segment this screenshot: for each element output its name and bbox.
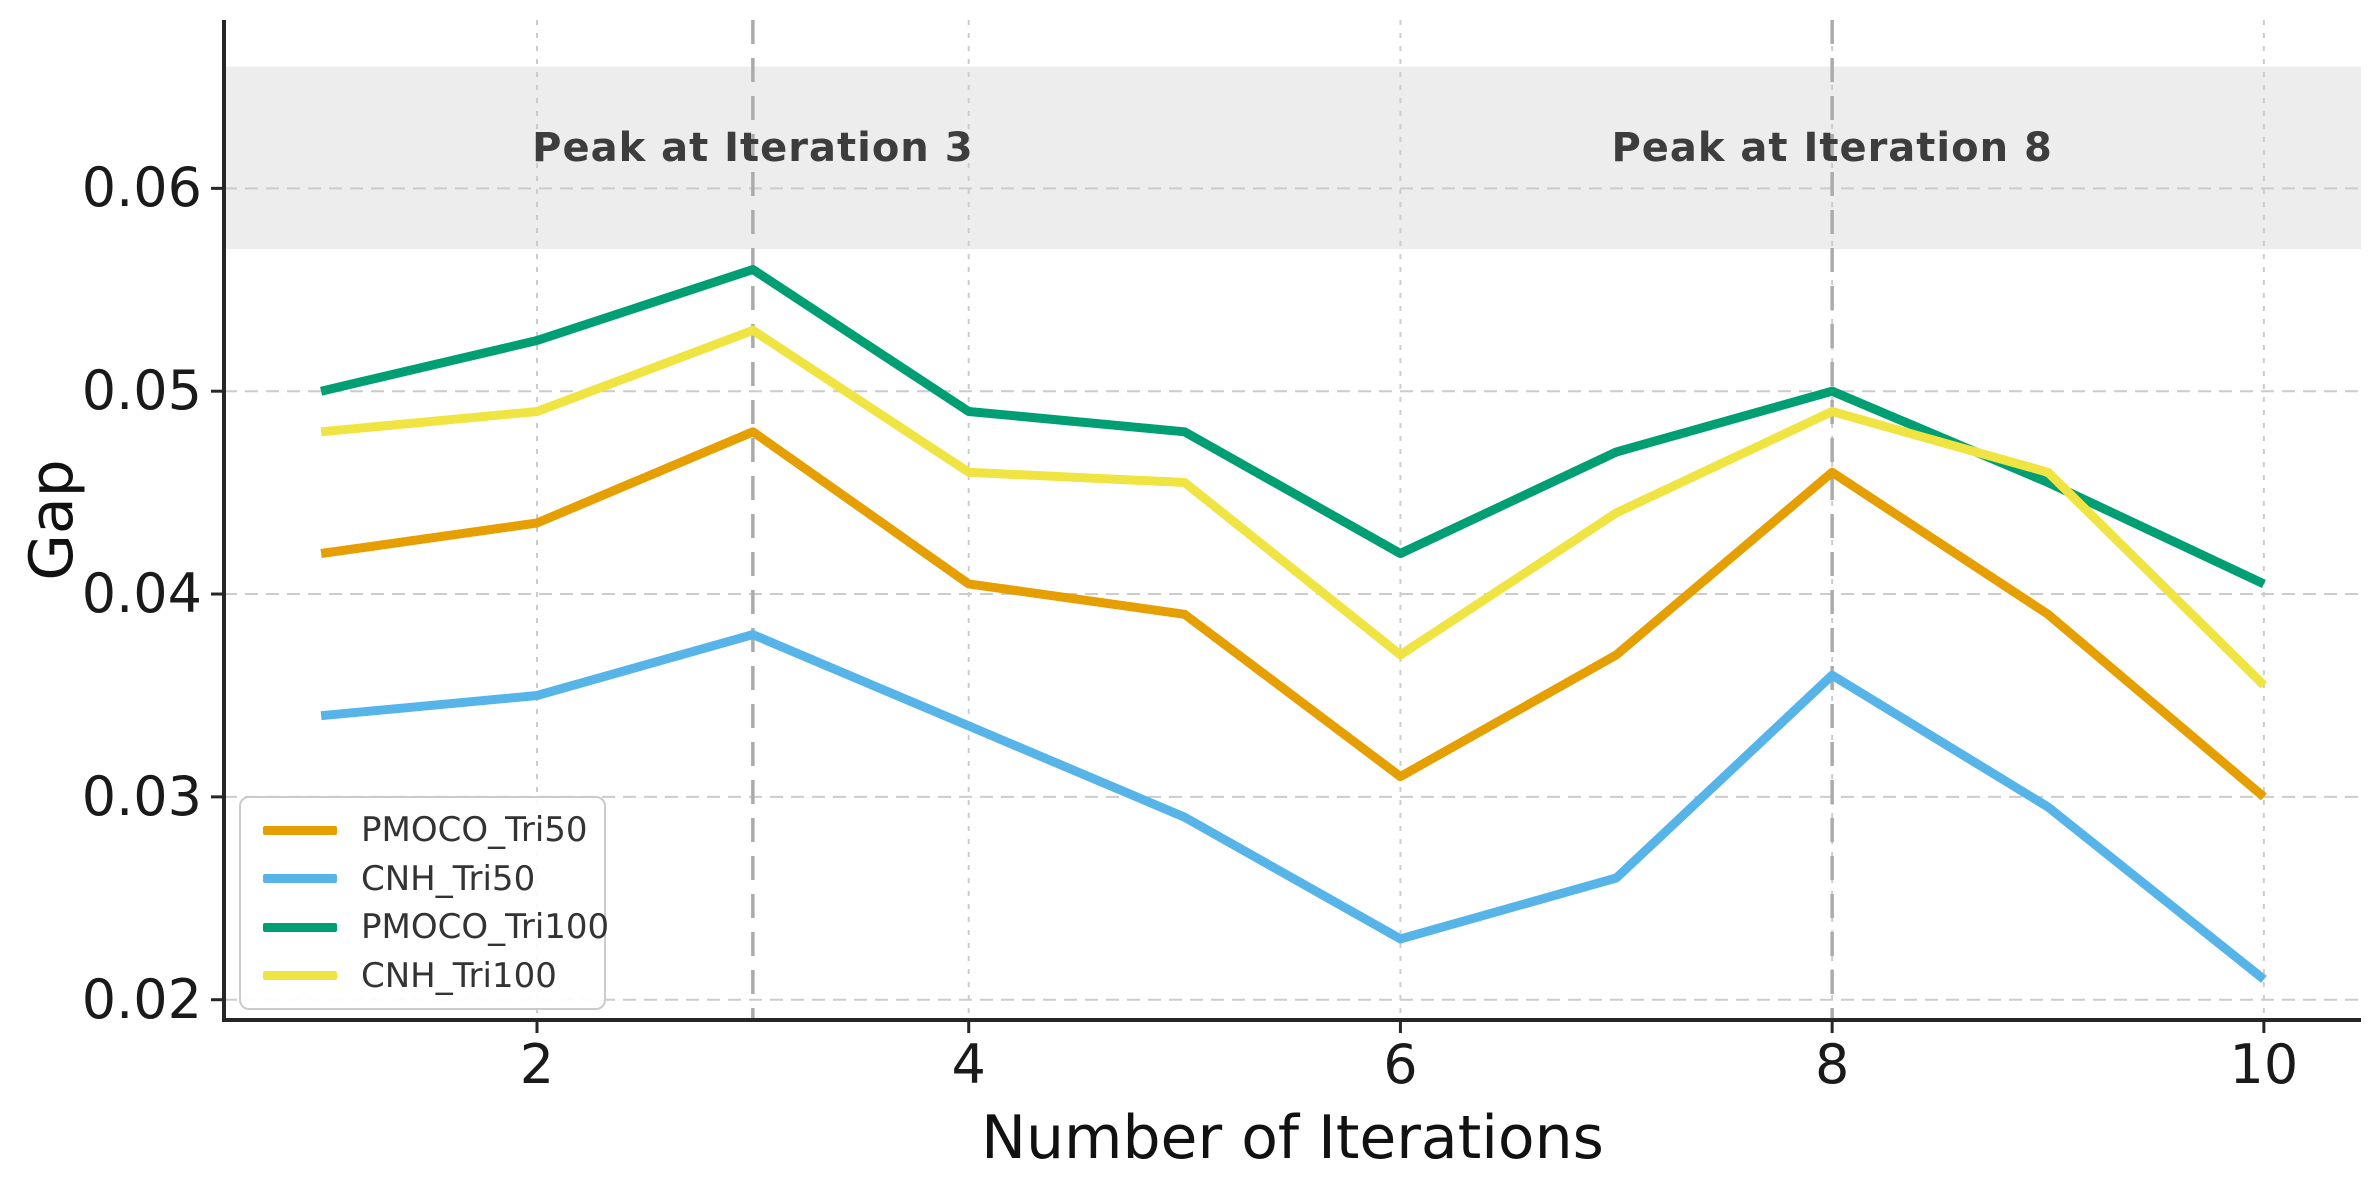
y-tick-label-0.03: 0.03 bbox=[81, 764, 202, 828]
series-line-CNH_Tri50 bbox=[320, 630, 2267, 983]
y-tick-label-0.04: 0.04 bbox=[81, 562, 202, 626]
y-tick-label-0.02: 0.02 bbox=[81, 967, 202, 1031]
legend-label-PMOCO_Tri50: PMOCO_Tri50 bbox=[361, 810, 588, 851]
x-tick-label-8: 8 bbox=[1814, 1033, 1850, 1096]
legend-swatch-CNH_Tri50 bbox=[263, 874, 337, 884]
x-tick-label-6: 6 bbox=[1383, 1033, 1418, 1096]
y-axis-title: Gap bbox=[17, 459, 87, 581]
x-tick-label-2: 2 bbox=[519, 1033, 555, 1096]
legend-swatch-CNH_Tri100 bbox=[263, 971, 337, 981]
highlight-band bbox=[224, 66, 2361, 250]
x-tick-label-10: 10 bbox=[2229, 1033, 2299, 1096]
x-axis-title: Number of Iterations bbox=[981, 1103, 1604, 1173]
series-line-PMOCO_Tri50 bbox=[320, 427, 2267, 801]
legend-swatch-PMOCO_Tri100 bbox=[263, 922, 337, 932]
legend-label-CNH_Tri100: CNH_Tri100 bbox=[361, 955, 557, 996]
legend-item-CNH_Tri100: CNH_Tri100 bbox=[241, 954, 604, 998]
x-tick-label-4: 4 bbox=[951, 1033, 986, 1096]
legend: PMOCO_Tri50 CNH_Tri50 PMOCO_Tri100 CNH_Tri1… bbox=[239, 796, 609, 1010]
legend-label-CNH_Tri50: CNH_Tri50 bbox=[361, 858, 536, 899]
y-tick-label-0.05: 0.05 bbox=[81, 359, 202, 423]
annotation-peak-iteration-8: Peak at Iteration 8 bbox=[1611, 124, 2053, 171]
y-tick-label-0.06: 0.06 bbox=[81, 156, 202, 220]
series-line-CNH_Tri100 bbox=[320, 325, 2268, 689]
legend-item-PMOCO_Tri50: PMOCO_Tri50 bbox=[241, 808, 604, 852]
series-line-PMOCO_Tri100 bbox=[320, 265, 2266, 588]
legend-item-PMOCO_Tri100: PMOCO_Tri100 bbox=[241, 905, 609, 949]
legend-label-PMOCO_Tri100: PMOCO_Tri100 bbox=[361, 907, 610, 948]
legend-swatch-PMOCO_Tri50 bbox=[263, 825, 337, 835]
legend-item-CNH_Tri50: CNH_Tri50 bbox=[241, 857, 604, 901]
annotation-peak-iteration-3: Peak at Iteration 3 bbox=[532, 124, 974, 171]
